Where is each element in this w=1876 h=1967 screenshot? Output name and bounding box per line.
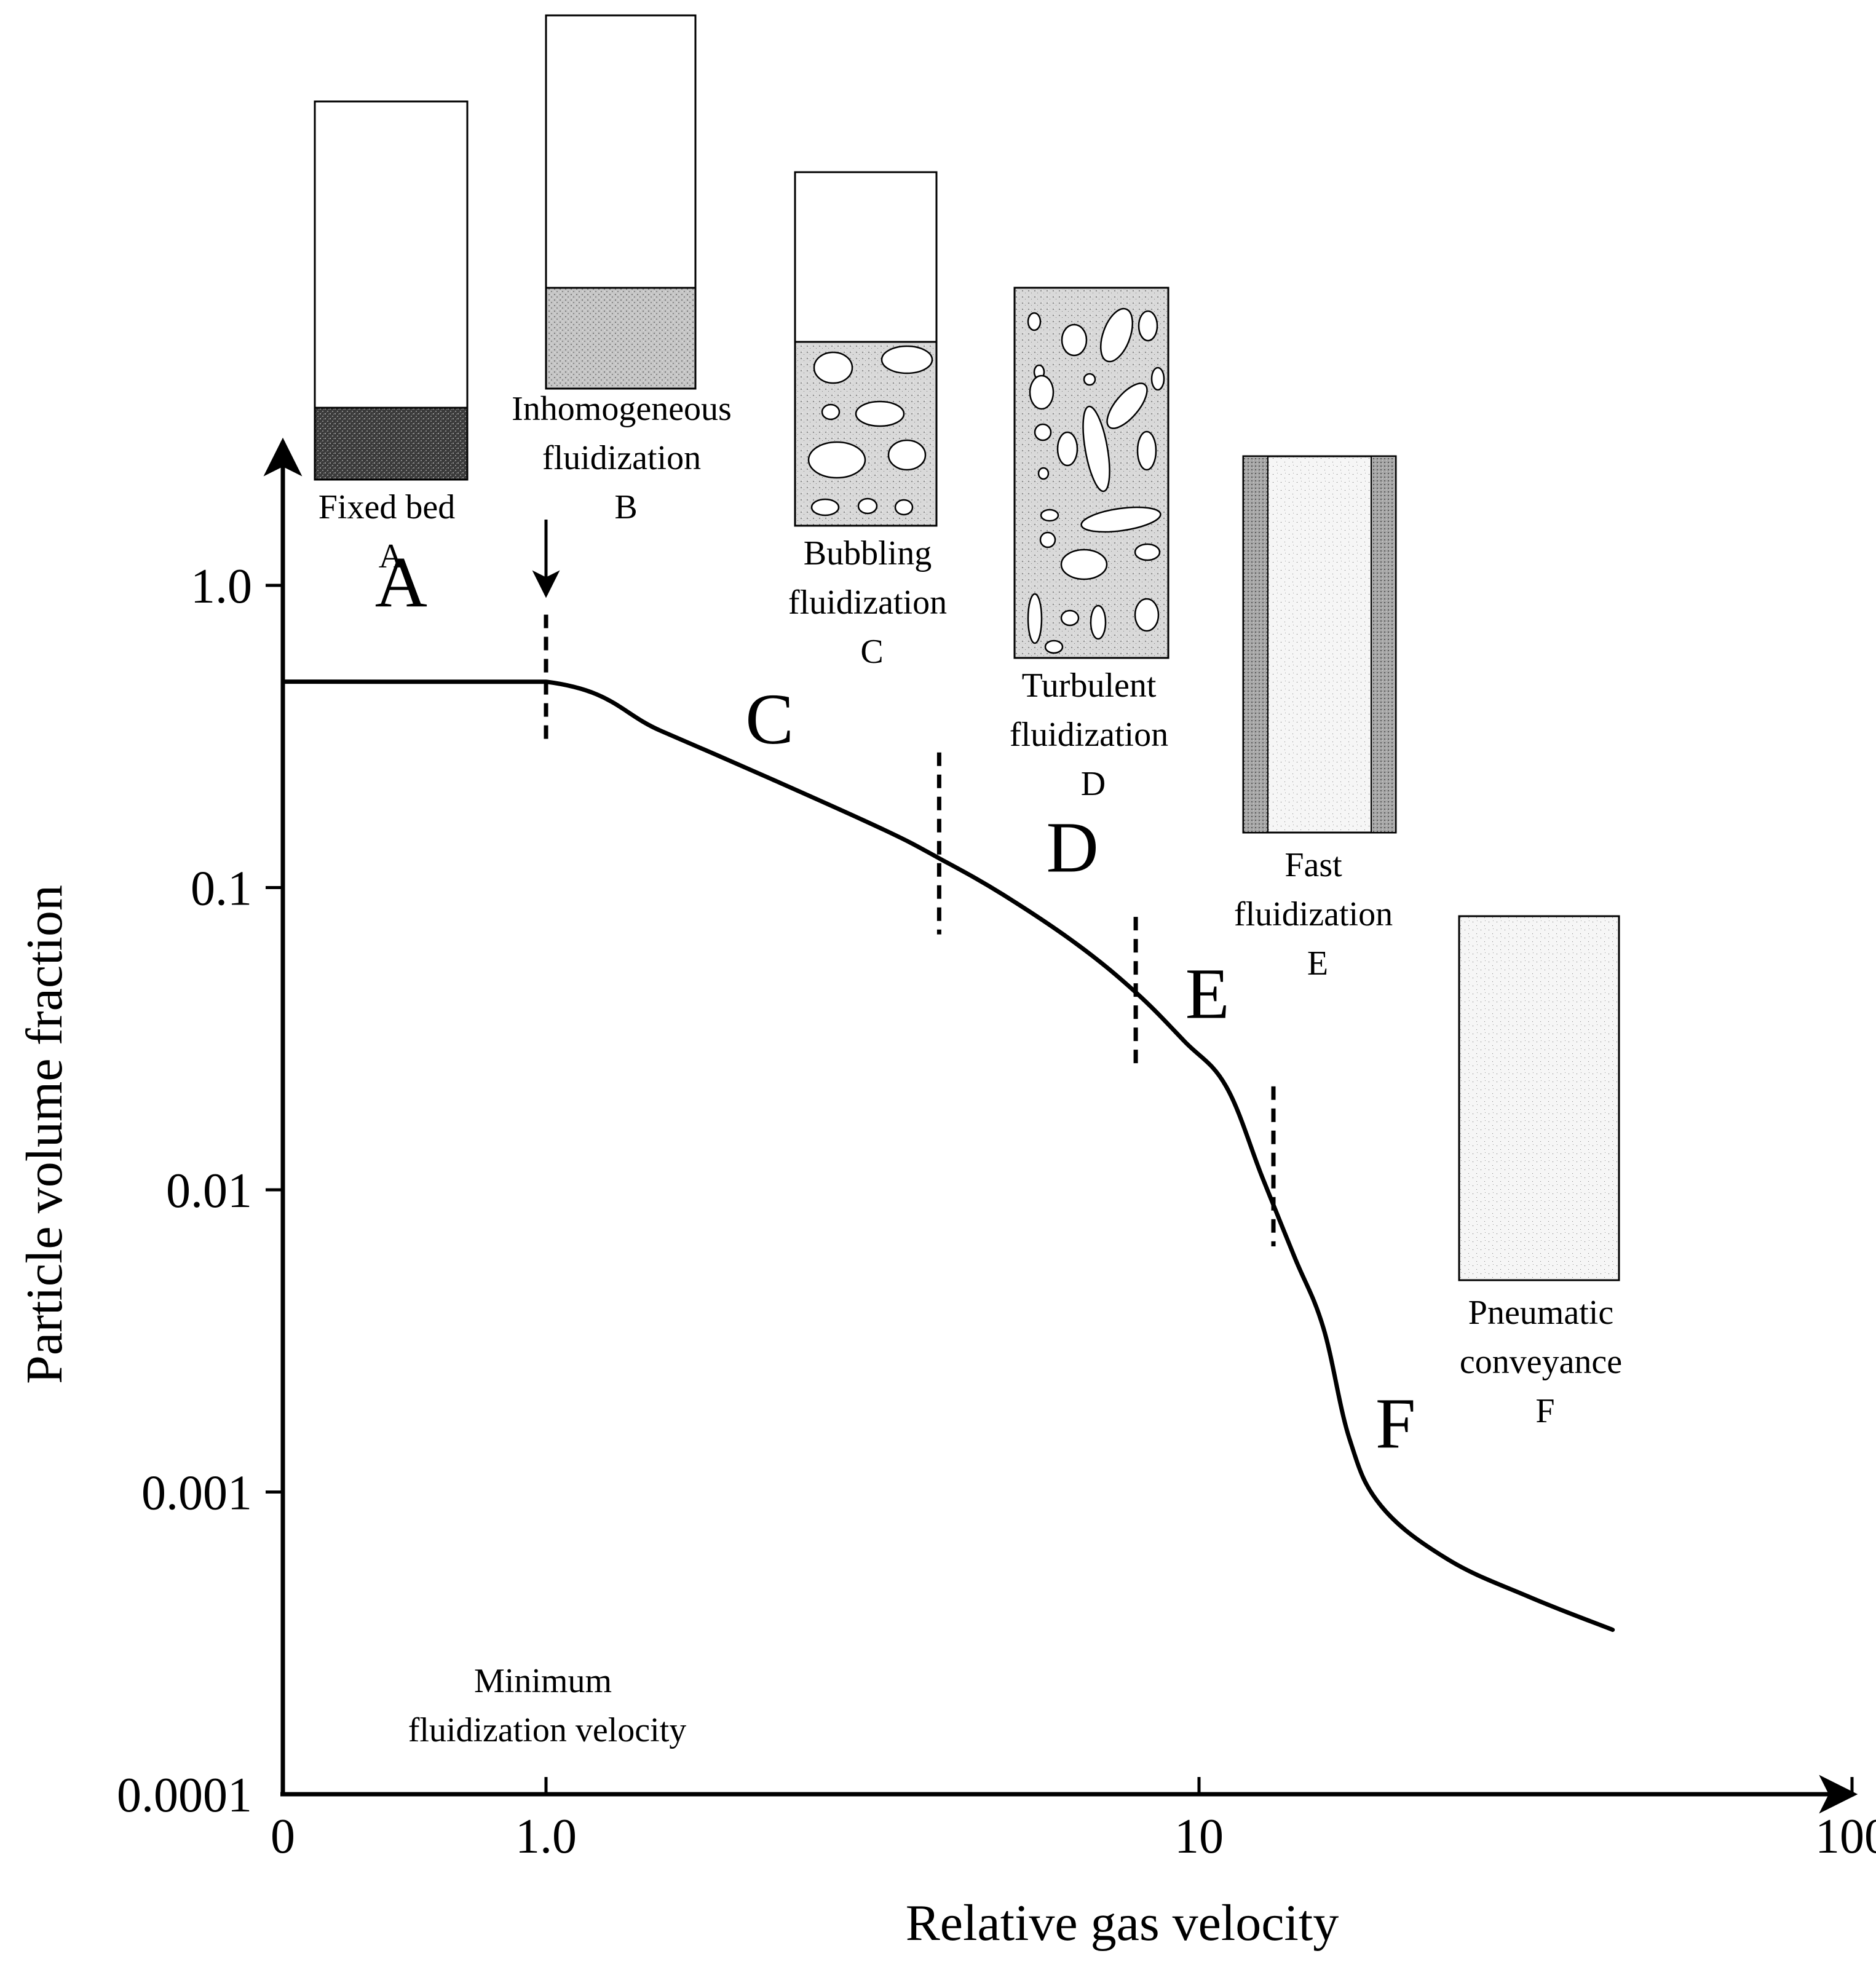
x-axis-ticks: 0 1.0 10 100 bbox=[271, 1777, 1876, 1864]
x-tick-label: 0 bbox=[271, 1810, 295, 1864]
caption-E: Fast fluidization E bbox=[1234, 846, 1401, 983]
x-tick-label: 100 bbox=[1815, 1810, 1876, 1864]
vessel-B bbox=[545, 14, 697, 390]
region-letter-F: F bbox=[1375, 1383, 1416, 1464]
region-letter-A: A bbox=[375, 542, 427, 623]
vessel-C-bubbles bbox=[807, 345, 933, 516]
vessel-E-wall-right bbox=[1371, 456, 1396, 833]
caption-A: Fixed bed A bbox=[319, 488, 464, 576]
region-letter-E: E bbox=[1185, 954, 1230, 1034]
min-fluidization-label: Minimum fluidization velocity bbox=[408, 1662, 687, 1749]
series-line-particle-fraction bbox=[280, 679, 1615, 1633]
vessel-D bbox=[1013, 287, 1170, 659]
region-letter-C: C bbox=[745, 679, 794, 759]
vessel-B-bed bbox=[545, 287, 697, 390]
vessel-A-bed bbox=[314, 406, 469, 481]
caption-C: Bubbling fluidization C bbox=[788, 534, 956, 671]
vessel-A bbox=[314, 100, 469, 481]
y-tick-label: 0.0001 bbox=[117, 1768, 252, 1823]
caption-D: Turbulent fluidization D bbox=[1010, 667, 1177, 803]
x-axis-title: Relative gas velocity bbox=[906, 1894, 1339, 1952]
y-tick-label: 0.001 bbox=[141, 1466, 252, 1521]
vessel-E bbox=[1242, 455, 1397, 834]
region-letter-D: D bbox=[1047, 807, 1099, 887]
vessel-C bbox=[794, 171, 938, 527]
y-axis-ticks: 1.0 0.1 0.01 0.001 0.0001 bbox=[117, 560, 283, 1823]
regime-boundaries bbox=[544, 614, 1276, 1246]
vessel-D-bubbles bbox=[1027, 307, 1165, 654]
y-tick-label: 1.0 bbox=[191, 560, 252, 614]
vessel-F bbox=[1458, 915, 1620, 1281]
y-axis-title: Particle volume fraction bbox=[16, 885, 73, 1384]
y-tick-label: 0.1 bbox=[191, 862, 252, 916]
vessel-F-bed bbox=[1458, 915, 1620, 1281]
caption-B: Inhomogeneous fluidization B bbox=[512, 390, 740, 526]
x-tick-label: 1.0 bbox=[515, 1810, 577, 1864]
caption-F: Pneumatic conveyance F bbox=[1460, 1294, 1631, 1430]
vessel-E-wall-left bbox=[1243, 456, 1268, 833]
x-tick-label: 10 bbox=[1174, 1810, 1224, 1864]
region-letters: A C D E F bbox=[375, 542, 1416, 1464]
y-tick-label: 0.01 bbox=[166, 1164, 252, 1218]
